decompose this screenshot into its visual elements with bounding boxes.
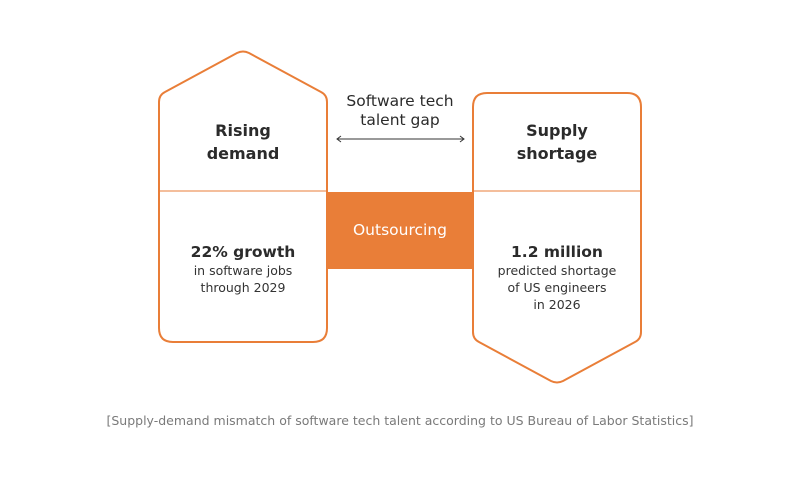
rising-demand-stat: 22% growth in software jobs through 2029 (159, 242, 327, 296)
gap-line: talent gap (360, 111, 440, 129)
talent-gap-label: Software tech talent gap (327, 92, 473, 130)
rising-demand-arrow-shape (158, 50, 328, 343)
supply-shortage-title: Supply shortage (473, 119, 641, 165)
stat-value: 1.2 million (511, 243, 603, 261)
stat-desc: in software jobs (193, 263, 293, 278)
outsourcing-label: Outsourcing (352, 221, 447, 239)
supply-shortage-stat: 1.2 million predicted shortage of US eng… (473, 242, 641, 313)
title-line: Rising (215, 121, 271, 140)
supply-shortage-arrow-shape (472, 92, 642, 384)
title-line: Supply (526, 121, 588, 140)
stat-desc: predicted shortage (497, 263, 617, 278)
caption: [Supply-demand mismatch of software tech… (106, 413, 694, 428)
rising-demand-title: Rising demand (159, 119, 327, 165)
stat-value: 22% growth (190, 243, 296, 261)
stat-desc: through 2029 (200, 280, 286, 295)
stat-desc: in 2026 (533, 297, 581, 312)
title-line: shortage (516, 144, 598, 163)
stat-desc: of US engineers (507, 280, 607, 295)
title-line: demand (206, 144, 280, 163)
outsourcing-bridge (327, 192, 473, 269)
gap-line: Software tech (346, 92, 454, 110)
double-arrow-icon (336, 135, 465, 143)
